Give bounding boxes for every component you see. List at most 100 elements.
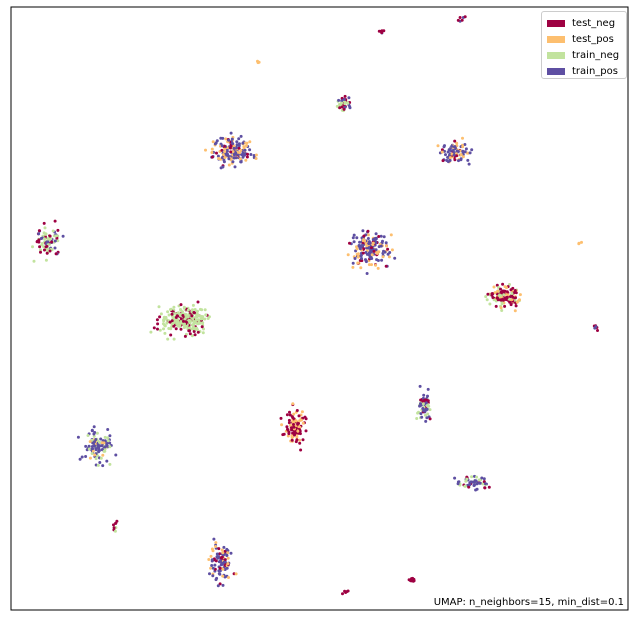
point-test-neg [170,319,174,323]
point-test-pos [448,156,452,160]
cluster-6 [31,219,65,263]
point-train-pos [76,435,80,439]
point-test-pos [221,551,225,555]
cluster-10 [149,300,211,341]
point-train-pos [424,408,428,411]
point-train-pos [368,251,372,255]
point-train-pos [361,243,365,247]
point-train-pos [361,229,365,233]
point-train-neg [162,319,166,323]
point-train-neg [191,317,195,321]
point-train-pos [221,165,225,169]
point-train-pos [93,440,96,444]
point-train-pos [352,240,356,244]
point-test-neg [48,234,52,238]
point-test-neg [39,250,42,254]
point-train-pos [218,569,222,573]
point-train-pos [374,241,378,245]
point-test-neg [290,415,294,419]
point-test-neg [56,228,60,232]
point-train-pos [225,553,229,557]
point-test-pos [204,148,207,152]
point-test-neg [152,326,156,330]
point-train-pos [421,396,425,400]
point-train-pos [208,572,211,576]
point-train-pos [106,428,110,431]
point-train-pos [482,477,486,481]
point-train-neg [166,337,170,341]
point-train-pos [108,434,112,438]
point-test-neg [501,282,505,286]
point-test-neg [174,327,178,331]
point-train-pos [379,234,383,238]
point-test-neg [200,325,204,329]
legend: test_neg test_pos train_neg train_pos [541,11,627,79]
point-test-neg [220,555,224,559]
point-test-pos [362,238,366,242]
point-train-neg [343,102,347,106]
point-train-pos [451,149,455,152]
point-train-pos [422,393,426,397]
point-test-neg [218,566,222,570]
point-test-neg [505,296,509,300]
point-test-neg [285,425,289,429]
point-test-neg [509,288,513,292]
point-train-neg [92,434,96,438]
point-train-pos [463,150,467,154]
point-test-neg [346,589,350,593]
point-test-pos [518,298,521,302]
point-test-pos [291,402,295,406]
point-train-neg [169,327,173,331]
point-train-neg [492,298,496,302]
point-test-pos [223,150,227,154]
point-train-pos [457,159,460,163]
point-train-neg [199,317,203,321]
point-train-pos [94,438,98,441]
point-train-pos [225,149,229,153]
point-test-neg [298,441,302,445]
point-train-pos [484,482,487,486]
point-train-pos [230,137,234,141]
point-train-pos [425,416,429,420]
point-train-pos [229,131,233,135]
point-train-pos [449,149,453,152]
point-test-pos [297,425,301,429]
point-train-neg [149,330,153,334]
point-train-neg [179,321,183,325]
point-train-pos [241,155,245,159]
point-train-pos [84,444,88,448]
point-test-pos [381,255,385,259]
point-test-pos [375,252,379,255]
point-test-pos [227,576,230,579]
point-test-pos [365,244,369,248]
point-train-pos [472,483,476,487]
point-train-neg [463,484,467,488]
point-test-pos [254,157,258,160]
point-train-pos [463,143,467,146]
point-train-neg [40,242,44,245]
point-train-neg [346,101,350,105]
point-train-neg [203,308,207,312]
point-train-neg [188,321,192,325]
point-train-pos [426,394,429,398]
point-test-neg [343,589,347,593]
point-test-neg [155,318,159,322]
point-train-neg [44,232,48,236]
point-train-pos [340,99,344,103]
cluster-11 [592,324,599,332]
umap-params-annotation: UMAP: n_neighbors=15, min_dist=0.1 [433,597,624,608]
point-test-pos [577,241,581,245]
point-test-neg [296,422,300,426]
point-train-pos [358,240,362,244]
point-test-pos [389,233,393,237]
point-train-pos [456,150,460,153]
point-test-pos [239,148,243,152]
point-train-pos [210,564,214,567]
point-train-pos [366,237,370,240]
point-train-neg [171,322,175,326]
point-test-neg [179,303,183,307]
point-test-neg [467,485,471,489]
point-train-pos [212,537,216,541]
point-train-pos [450,144,454,148]
